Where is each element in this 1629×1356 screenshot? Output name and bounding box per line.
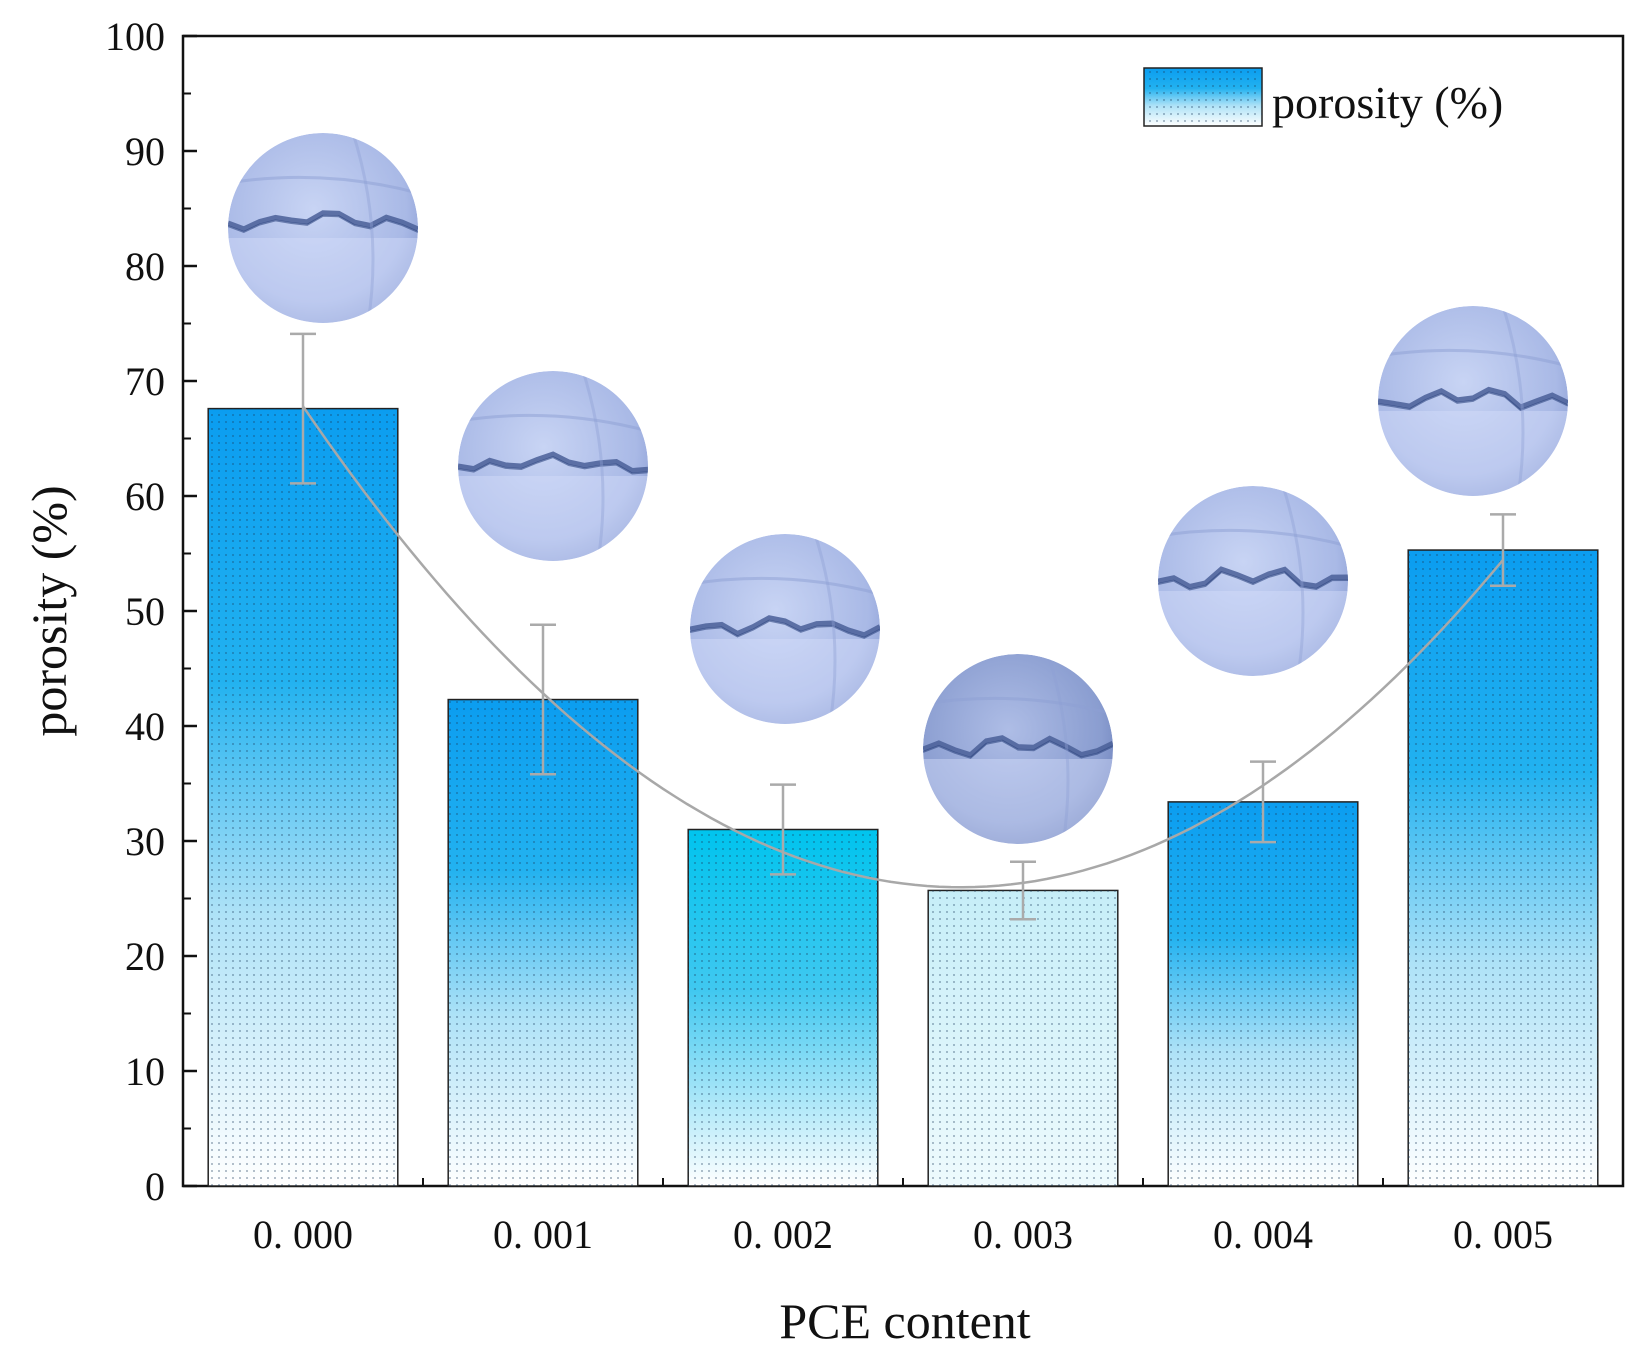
y-tick-label: 80	[125, 244, 165, 289]
y-tick-label: 10	[125, 1049, 165, 1094]
bar-texture-4	[1168, 801, 1358, 1186]
error-bar-0	[290, 332, 316, 485]
y-tick-label: 60	[125, 474, 165, 519]
error-bar-4	[1250, 760, 1276, 844]
micrograph-0	[228, 133, 418, 323]
bar-texture-2	[688, 829, 878, 1186]
micrograph-insets	[228, 133, 1568, 844]
bar-texture-0	[208, 408, 398, 1187]
error-bar-5	[1490, 513, 1516, 587]
legend-label: porosity (%)	[1272, 77, 1503, 128]
legend-swatch-dots	[1144, 68, 1262, 126]
x-tick-label: 0. 003	[973, 1212, 1073, 1257]
x-tick-label: 0. 001	[493, 1212, 593, 1257]
micrograph-1	[458, 371, 648, 561]
micrograph-2	[690, 534, 880, 724]
y-tick-label: 90	[125, 129, 165, 174]
micrograph-4	[1158, 486, 1348, 676]
bar-texture-1	[448, 699, 638, 1186]
y-tick-label: 50	[125, 589, 165, 634]
y-axis: 0 10 20 30 40 50 60 70 80 90 100	[105, 14, 197, 1209]
error-bar-2	[770, 783, 796, 876]
x-tick-label: 0. 002	[733, 1212, 833, 1257]
error-bar-1	[530, 623, 556, 776]
micrograph-3	[923, 654, 1113, 844]
x-axis-title: PCE content	[779, 1293, 1030, 1349]
x-tick-label: 0. 005	[1453, 1212, 1553, 1257]
error-bar-3	[1010, 860, 1036, 921]
x-tick-label: 0. 000	[253, 1212, 353, 1257]
error-bars	[290, 332, 1516, 921]
bar-texture-5	[1408, 550, 1598, 1186]
bar-texture-3	[928, 890, 1118, 1186]
y-tick-label: 70	[125, 359, 165, 404]
y-tick-label: 40	[125, 704, 165, 749]
y-tick-label: 20	[125, 934, 165, 979]
micrograph-5	[1378, 306, 1568, 496]
bar-series	[207, 407, 1599, 1187]
legend: porosity (%)	[1143, 67, 1503, 128]
y-tick-label: 30	[125, 819, 165, 864]
y-axis-title: porosity (%)	[21, 485, 77, 736]
y-tick-label: 100	[105, 14, 165, 59]
trend-curve-layer	[301, 405, 1504, 889]
x-tick-label: 0. 004	[1213, 1212, 1313, 1257]
y-tick-label: 0	[145, 1164, 165, 1209]
trend-curve	[301, 405, 1504, 889]
